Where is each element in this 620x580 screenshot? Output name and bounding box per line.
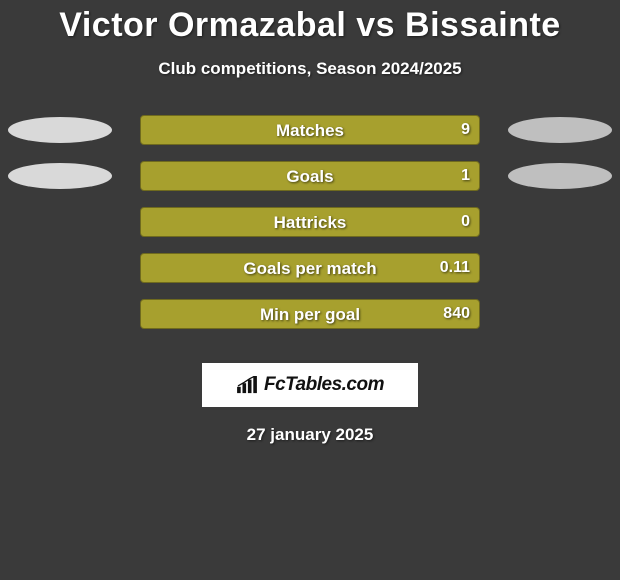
stat-row: Goals1: [0, 157, 620, 203]
stats-chart: Matches9Goals1Hattricks0Goals per match0…: [0, 111, 620, 341]
stat-bar: [140, 253, 480, 283]
page-title: Victor Ormazabal vs Bissainte: [0, 0, 620, 45]
date-label: 27 january 2025: [0, 425, 620, 445]
stat-bar: [140, 161, 480, 191]
stat-bar: [140, 299, 480, 329]
bar-chart-icon: [236, 376, 258, 394]
source-logo: FcTables.com: [202, 363, 418, 407]
logo-text: FcTables.com: [264, 374, 384, 396]
player-right-marker: [508, 163, 612, 189]
stat-bar: [140, 115, 480, 145]
player-left-marker: [8, 163, 112, 189]
subtitle: Club competitions, Season 2024/2025: [0, 59, 620, 79]
player-left-marker: [8, 117, 112, 143]
stat-bar: [140, 207, 480, 237]
stat-row: Goals per match0.11: [0, 249, 620, 295]
stat-row: Hattricks0: [0, 203, 620, 249]
stat-row: Matches9: [0, 111, 620, 157]
comparison-infographic: Victor Ormazabal vs Bissainte Club compe…: [0, 0, 620, 580]
stat-row: Min per goal840: [0, 295, 620, 341]
player-right-marker: [508, 117, 612, 143]
